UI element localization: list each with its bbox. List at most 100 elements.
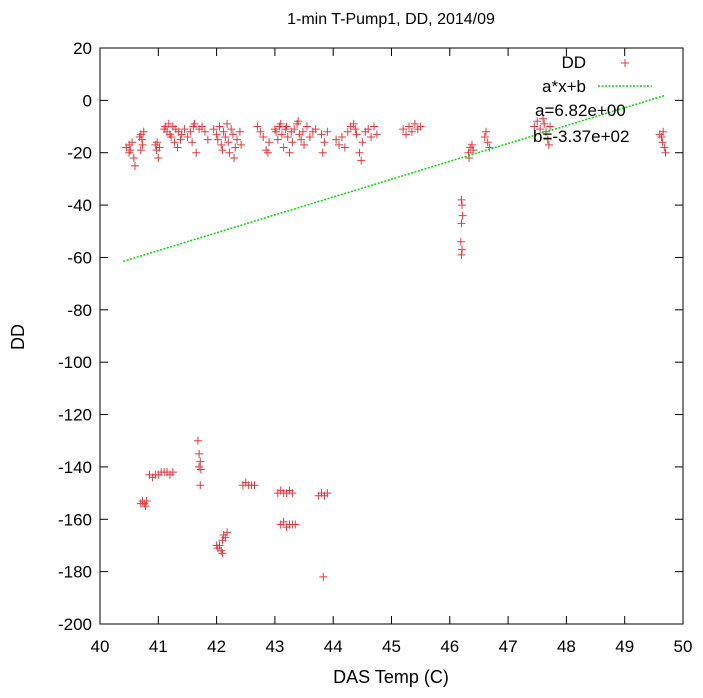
data-point	[543, 135, 552, 144]
data-point	[546, 122, 555, 131]
data-point	[203, 135, 212, 144]
y-tick-label: -40	[67, 196, 92, 215]
data-point	[219, 127, 228, 136]
data-point	[661, 148, 670, 157]
data-point	[290, 125, 299, 134]
data-point	[273, 135, 282, 144]
data-point	[319, 572, 328, 581]
data-point	[130, 161, 139, 170]
data-point	[457, 250, 466, 259]
data-point	[215, 122, 224, 131]
data-point	[272, 127, 281, 136]
x-tick-label: 48	[557, 637, 576, 656]
data-point	[323, 489, 332, 498]
data-point	[659, 127, 668, 136]
data-point	[399, 125, 408, 134]
data-point	[457, 219, 466, 228]
y-tick-labels: 20 0 -20 -40 -60 -80 -100 -120 -140 -160 -180 -200	[58, 39, 92, 634]
data-point	[297, 135, 306, 144]
data-point	[173, 143, 182, 152]
data-point	[164, 119, 173, 128]
y-axis-label: DD	[8, 324, 28, 350]
data-point	[458, 211, 467, 220]
data-point	[212, 130, 221, 139]
data-point	[223, 528, 232, 537]
data-point	[351, 125, 360, 134]
data-point	[323, 127, 332, 136]
data-point	[349, 119, 358, 128]
data-point	[340, 143, 349, 152]
data-point	[469, 146, 478, 155]
data-point	[480, 133, 489, 142]
data-point	[186, 127, 195, 136]
data-point	[231, 143, 240, 152]
data-point	[217, 140, 226, 149]
x-tick-label: 44	[324, 637, 343, 656]
y-tick-label: -180	[58, 563, 92, 582]
data-point	[227, 125, 236, 134]
data-point	[276, 119, 285, 128]
x-tick-label: 42	[207, 637, 226, 656]
data-point	[367, 133, 376, 142]
data-point	[135, 133, 144, 142]
legend: DD a*x+b a=6.82e+00 b=-3.37e+02	[533, 53, 652, 146]
data-point	[318, 148, 327, 157]
x-tick-label: 50	[674, 637, 693, 656]
data-point	[335, 140, 344, 149]
data-point	[233, 135, 242, 144]
axis-ticks	[99, 47, 684, 625]
x-axis-label: DAS Temp (C)	[333, 667, 449, 687]
data-point	[355, 148, 364, 157]
data-point	[250, 481, 259, 490]
data-point	[265, 138, 274, 147]
data-point	[188, 138, 197, 147]
x-tick-label: 47	[499, 637, 518, 656]
data-point	[283, 133, 292, 142]
data-point	[180, 125, 189, 134]
data-point	[410, 119, 419, 128]
x-tick-labels: 40 41 42 43 44 45 46 47 48 49 50	[91, 637, 693, 656]
data-point	[190, 119, 199, 128]
data-point	[352, 130, 361, 139]
data-point	[288, 138, 297, 147]
data-point	[196, 481, 205, 490]
data-point	[196, 457, 205, 466]
data-point	[298, 127, 307, 136]
data-point	[404, 122, 413, 131]
data-point	[136, 146, 145, 155]
data-point	[456, 237, 465, 246]
data-point	[305, 133, 314, 142]
data-point	[225, 148, 234, 157]
y-tick-label: 20	[73, 39, 92, 58]
data-point	[198, 122, 207, 131]
data-point	[282, 122, 291, 131]
y-tick-label: -100	[58, 353, 92, 372]
data-point	[129, 153, 138, 162]
data-point	[279, 143, 288, 152]
data-point	[277, 130, 286, 139]
data-point	[221, 133, 230, 142]
x-tick-label: 46	[440, 637, 459, 656]
data-point	[170, 138, 179, 147]
data-point	[407, 127, 416, 136]
legend-plus-marker	[621, 59, 629, 67]
data-point	[125, 148, 134, 157]
y-tick-label: -60	[67, 248, 92, 267]
data-point	[658, 138, 667, 147]
data-point	[193, 436, 202, 445]
data-point	[416, 122, 425, 131]
data-point	[343, 127, 352, 136]
data-point	[294, 117, 303, 126]
data-point	[536, 125, 545, 134]
data-point	[485, 143, 494, 152]
data-point	[223, 119, 232, 128]
y-tick-label: -20	[67, 144, 92, 163]
data-point	[357, 156, 366, 165]
data-point	[332, 135, 341, 144]
data-point	[657, 133, 666, 142]
x-tick-label: 49	[615, 637, 634, 656]
data-point	[288, 489, 297, 498]
data-point	[221, 533, 230, 542]
data-point	[311, 125, 320, 134]
